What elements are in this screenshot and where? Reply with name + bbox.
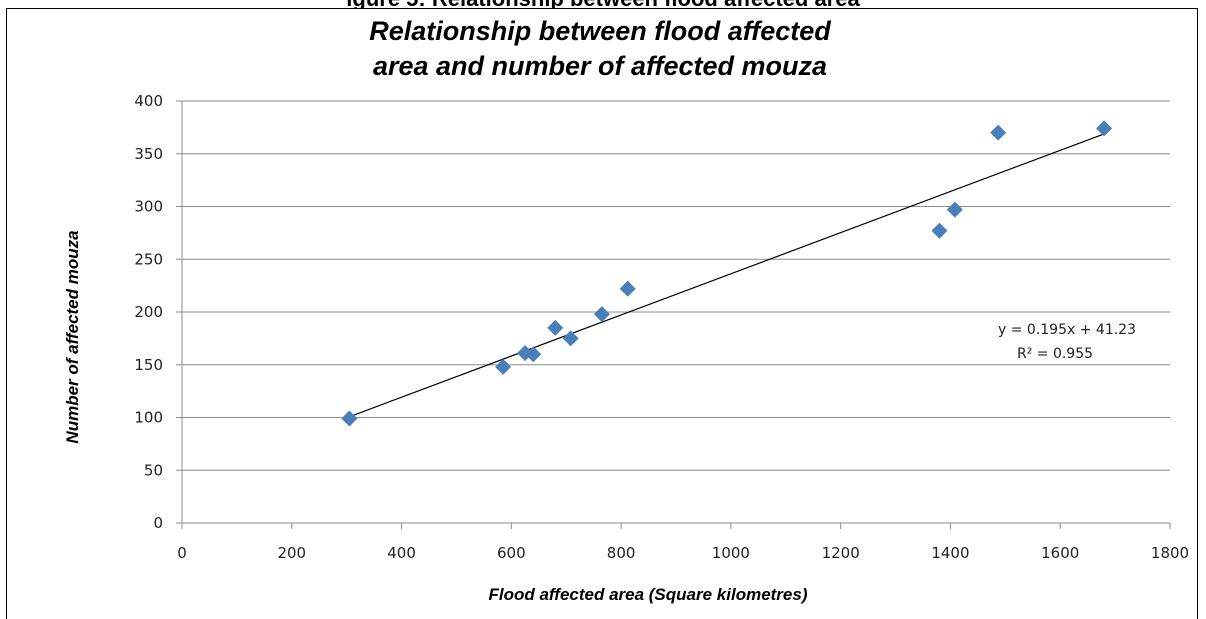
chart-title-line-2: area and number of affected mouza bbox=[372, 51, 828, 81]
y-tick-label-400: 400 bbox=[134, 92, 163, 110]
data-point-11 bbox=[990, 124, 1007, 141]
data-point-10 bbox=[946, 201, 963, 218]
gridlines bbox=[182, 100, 1170, 471]
x-tick-label-600: 600 bbox=[497, 544, 526, 562]
x-tick-label-1800: 1800 bbox=[1151, 544, 1189, 562]
r-squared-label: R² = 0.955 bbox=[1017, 346, 1093, 362]
data-point-7 bbox=[593, 306, 610, 323]
x-axis-title: Flood affected area (Square kilometres) bbox=[488, 585, 807, 604]
y-axis-title: Number of affected mouza bbox=[63, 230, 82, 443]
trendline bbox=[349, 133, 1105, 418]
chart-title-line-1: Relationship between flood affected bbox=[369, 16, 831, 46]
data-point-4 bbox=[525, 346, 542, 363]
x-tick-label-0: 0 bbox=[177, 544, 187, 562]
y-tick-label-50: 50 bbox=[144, 461, 163, 479]
x-tick-label-1200: 1200 bbox=[822, 544, 860, 562]
data-point-8 bbox=[619, 280, 636, 297]
x-tick-label-400: 400 bbox=[387, 544, 416, 562]
x-tick-label-800: 800 bbox=[607, 544, 636, 562]
x-tick-label-1600: 1600 bbox=[1041, 544, 1079, 562]
chart-title: Relationship between flood affected area… bbox=[200, 14, 1000, 84]
data-point-12 bbox=[1096, 120, 1113, 137]
x-tick-label-1000: 1000 bbox=[712, 544, 750, 562]
axes bbox=[176, 100, 1171, 529]
data-point-2 bbox=[495, 358, 512, 375]
y-tick-label-350: 350 bbox=[134, 145, 163, 163]
figure-caption: igure 5: Relationship between flood affe… bbox=[0, 0, 1206, 12]
y-tick-label-300: 300 bbox=[134, 198, 163, 216]
data-point-9 bbox=[931, 222, 948, 239]
data-point-5 bbox=[547, 319, 564, 336]
tick-labels: 0 50 100 150 200 250 300 350 400 0 200 400 600 800 100… bbox=[134, 92, 1189, 562]
y-tick-label-200: 200 bbox=[134, 303, 163, 321]
trendline-group bbox=[349, 133, 1105, 418]
y-tick-label-0: 0 bbox=[153, 514, 163, 532]
y-tick-label-100: 100 bbox=[134, 409, 163, 427]
equation-label: y = 0.195x + 41.23 bbox=[998, 322, 1136, 338]
x-tick-label-1400: 1400 bbox=[931, 544, 969, 562]
y-tick-label-150: 150 bbox=[134, 356, 163, 374]
data-point-6 bbox=[562, 330, 579, 347]
data-point-1 bbox=[341, 410, 358, 427]
x-tick-label-200: 200 bbox=[277, 544, 306, 562]
data-points bbox=[341, 120, 1113, 427]
y-tick-label-250: 250 bbox=[134, 250, 163, 268]
